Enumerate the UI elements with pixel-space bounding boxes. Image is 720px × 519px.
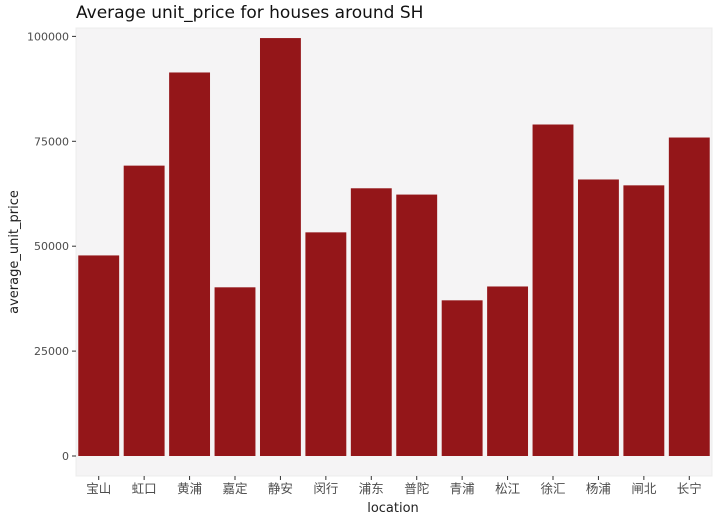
bar-0 (78, 255, 120, 456)
bar-9 (487, 286, 529, 456)
x-tick-label: 闵行 (313, 481, 338, 496)
bar-3 (214, 287, 256, 456)
y-axis-title: average_unit_price (7, 190, 22, 314)
chart-title: Average unit_price for houses around SH (76, 3, 423, 23)
x-tick-label: 嘉定 (222, 481, 247, 496)
x-tick-label: 虹口 (132, 481, 157, 496)
x-tick-label: 普陀 (404, 481, 429, 496)
bar-2 (169, 72, 211, 456)
x-tick-label: 静安 (268, 481, 293, 496)
x-tick-label: 长宁 (677, 481, 702, 496)
x-tick-label: 松江 (495, 481, 520, 496)
x-axis: 宝山 虹口 黄浦 嘉定 静安 闵行 浦东 普陀 青浦 松江 徐汇 杨浦 闸北 长宁 (86, 476, 702, 496)
y-axis: 0 25000 50000 75000 100000 (27, 30, 76, 463)
x-tick-label: 黄浦 (177, 481, 202, 496)
bar-10 (532, 124, 574, 456)
x-tick-label: 徐汇 (540, 481, 565, 496)
y-tick-label: 0 (62, 450, 69, 463)
y-tick-label: 100000 (27, 30, 69, 43)
y-tick-label: 25000 (34, 345, 69, 358)
bar-5 (305, 232, 347, 456)
bar-7 (396, 194, 438, 456)
x-tick-label: 青浦 (450, 481, 475, 496)
bar-13 (668, 137, 710, 456)
y-tick-label: 75000 (34, 135, 69, 148)
y-tick-label: 50000 (34, 240, 69, 253)
bar-12 (623, 185, 665, 456)
bar-1 (123, 165, 165, 456)
bars-group (78, 38, 710, 457)
bar-4 (259, 38, 301, 456)
x-axis-title: location (367, 501, 419, 516)
x-tick-label: 宝山 (86, 481, 111, 496)
x-tick-label: 闸北 (631, 481, 657, 496)
bar-8 (441, 300, 483, 456)
x-tick-label: 杨浦 (586, 481, 611, 496)
bar-6 (350, 188, 392, 457)
x-tick-label: 浦东 (359, 481, 384, 496)
bar-11 (577, 179, 619, 457)
